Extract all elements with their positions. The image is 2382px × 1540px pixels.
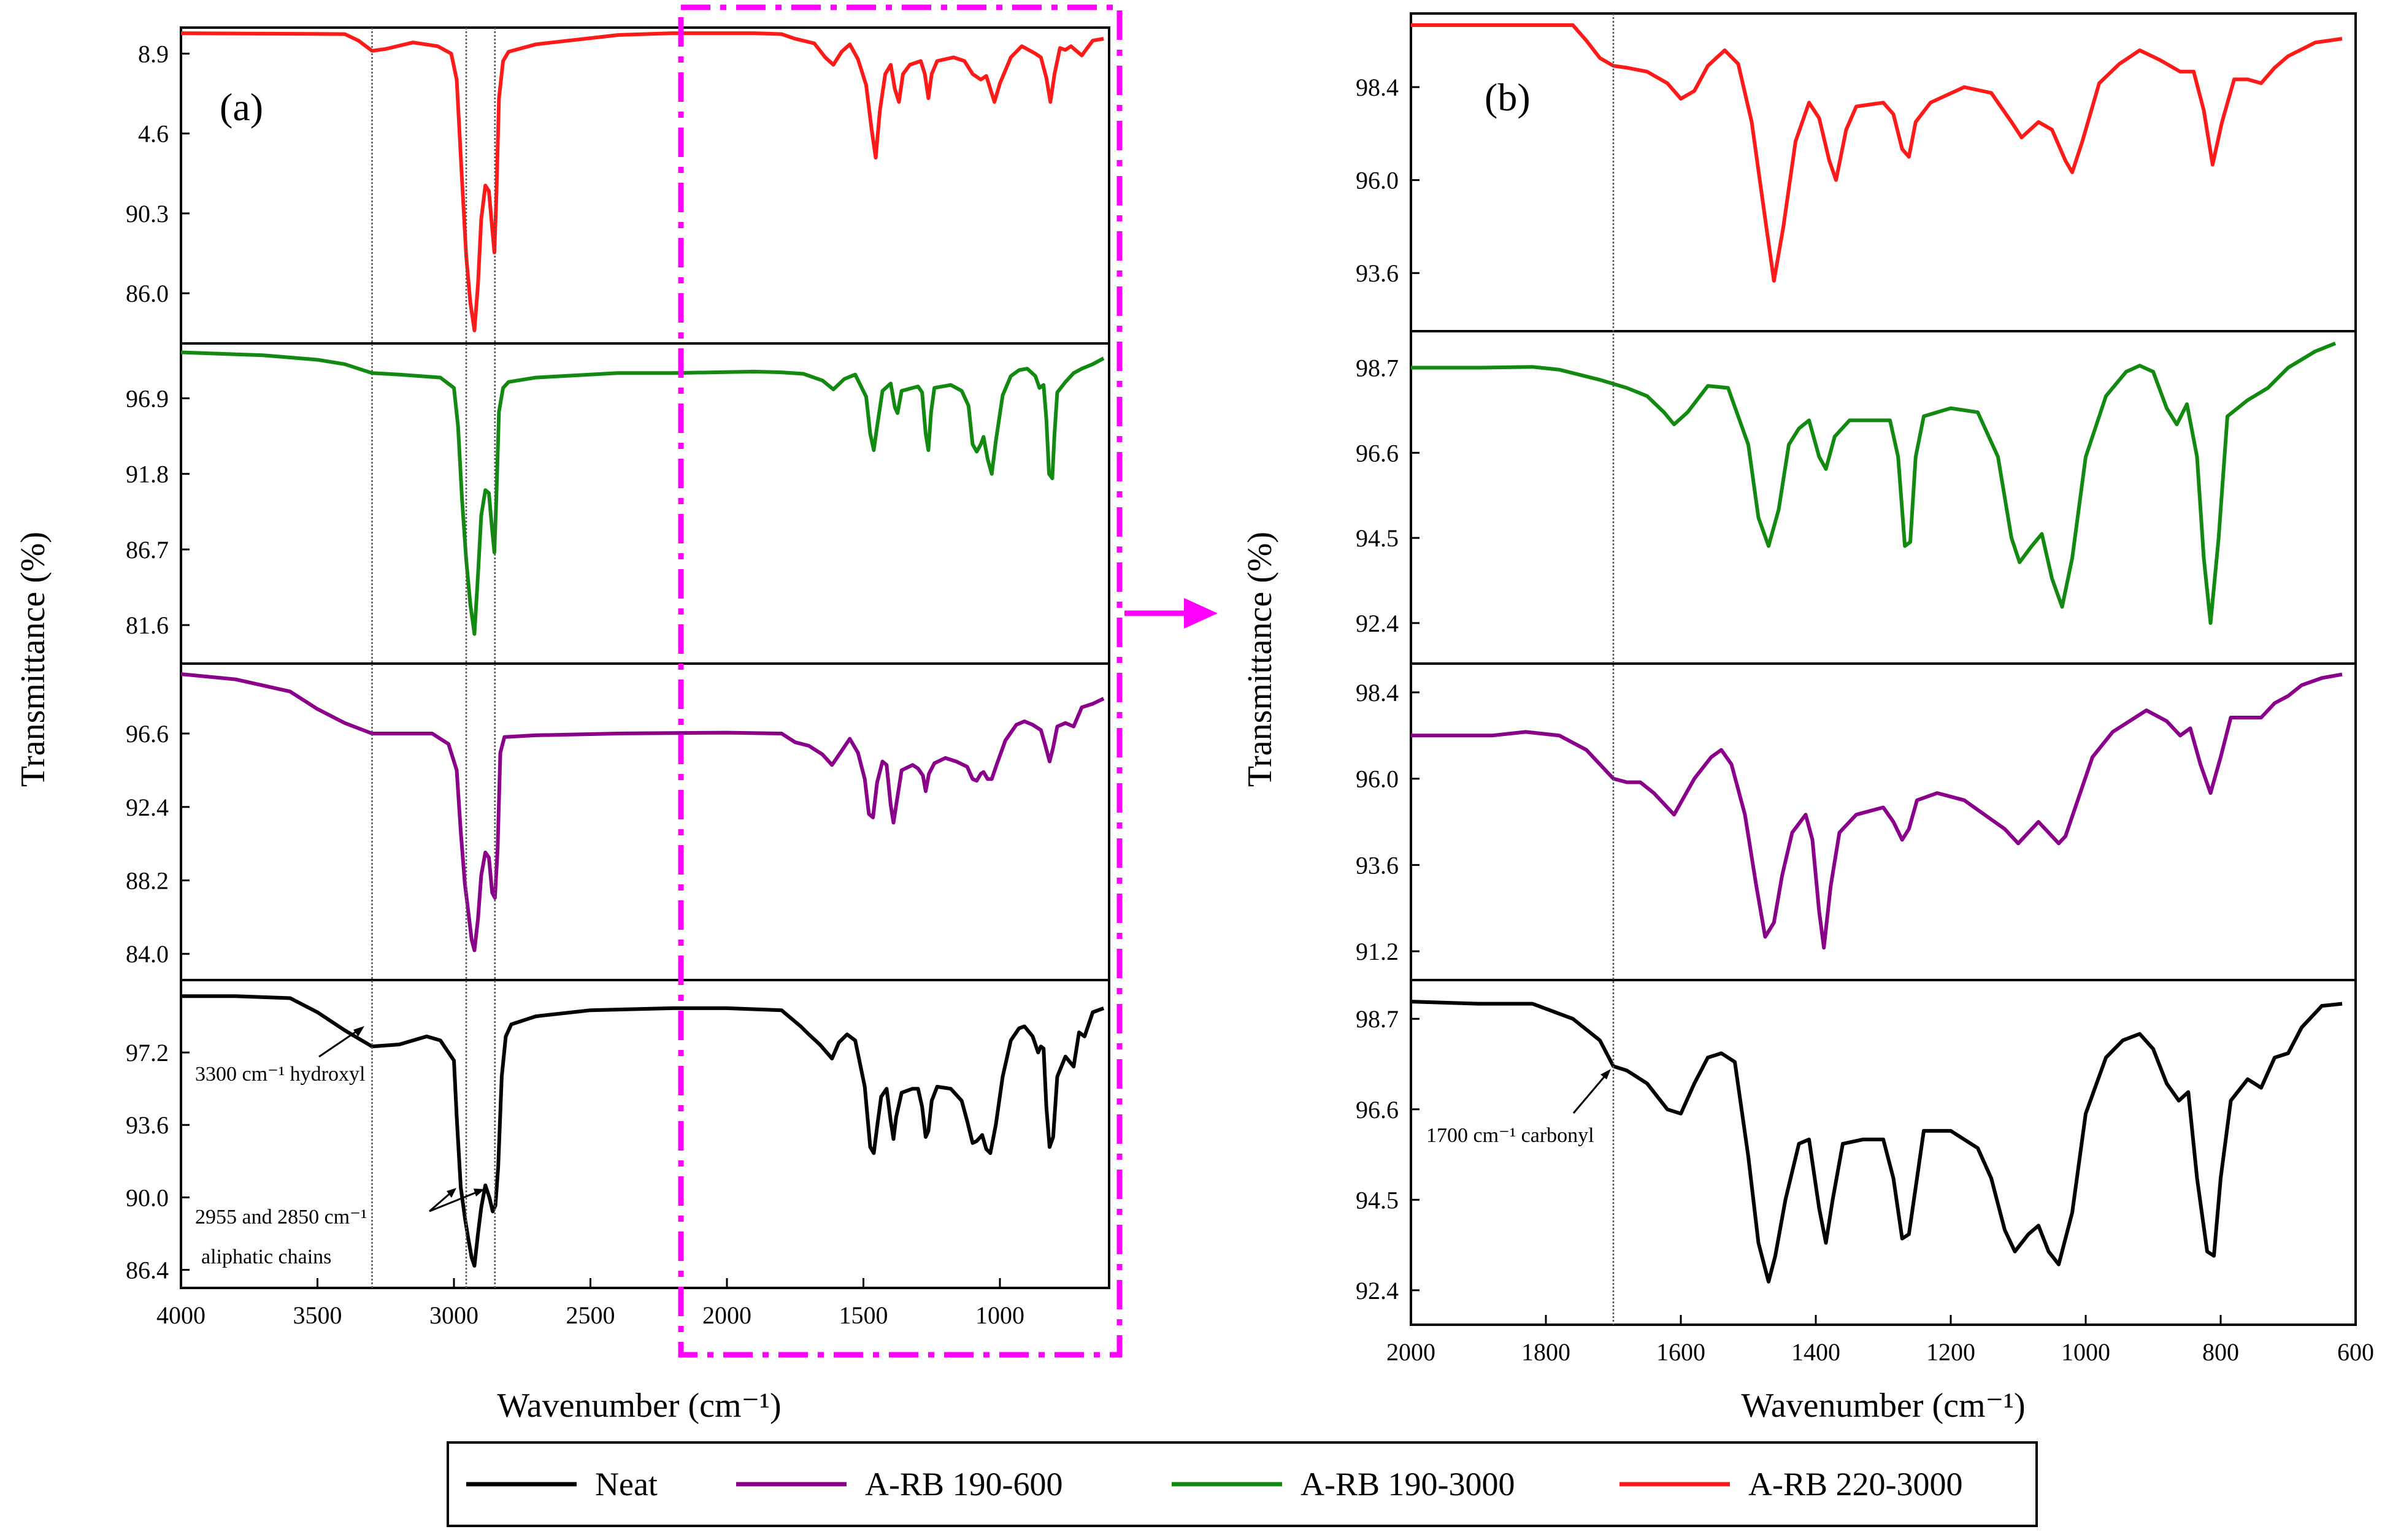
panel-a-ytick-label-0-2: 90.3: [126, 200, 169, 228]
panel-b-ytick-label-0-0: 98.4: [1356, 74, 1399, 101]
carbonyl-annotation: 1700 cm⁻¹ carbonyl: [1426, 1124, 1594, 1147]
panel-b-y-axis-title: Transmittance (%): [1241, 532, 1279, 787]
panel-a-xtick-label-2: 3000: [429, 1301, 478, 1329]
hydroxyl-annotation: 3300 cm⁻¹ hydroxyl: [195, 1063, 365, 1086]
panel-b-ytick-label-1-1: 96.6: [1356, 439, 1399, 467]
panel-a-series-line-neat: [181, 994, 1105, 1268]
aliphatic-arrow-2: [429, 1190, 480, 1212]
aliphatic-arrowhead-1: [447, 1188, 456, 1198]
panel-b-xtick-label-7: 600: [2337, 1338, 2374, 1366]
panel-a-ytick-label-1-0: 96.9: [126, 385, 169, 412]
aliphatic-annotation-line1: 2955 and 2850 cm⁻¹: [195, 1206, 367, 1228]
panel-b-xtick-label-2: 1600: [1656, 1338, 1705, 1366]
panel-a-ytick-label-1-2: 86.7: [126, 536, 169, 564]
panel-a-ytick-label-3-3: 86.4: [126, 1256, 169, 1284]
panel-a-xtick-label-1: 3500: [293, 1301, 342, 1329]
panel-b-ytick-label-3-3: 92.4: [1356, 1277, 1399, 1304]
panel-b-xtick-label-4: 1200: [1926, 1338, 1975, 1366]
panel-b-series-line-neat: [1411, 1000, 2343, 1284]
hydroxyl-arrow: [318, 1027, 361, 1058]
panel-a-subplot-frame-1: [180, 342, 1110, 665]
carbonyl-arrow: [1572, 1073, 1608, 1114]
panel-a-xtick-label-4: 2000: [702, 1301, 751, 1329]
panel-a-y-axis-title: Transmittance (%): [14, 532, 52, 787]
panel-a-ytick-label-3-1: 93.6: [126, 1111, 169, 1139]
panel-a-x-axis-title: Wavenumber (cm⁻¹): [497, 1387, 781, 1425]
panel-a-series-line-a-rb-190-600: [181, 672, 1105, 952]
panel-a-ytick-label-2-3: 84.0: [126, 940, 169, 968]
panel-b-subplot-frame-0: [1410, 12, 2357, 332]
panel-b-subplot-frame-2: [1410, 662, 2357, 981]
panel-b-ytick-label-3-2: 94.5: [1356, 1186, 1399, 1214]
panel-b-ytick-label-0-2: 93.6: [1356, 259, 1399, 287]
panel-a-ytick-label-2-1: 92.4: [126, 794, 169, 821]
aliphatic-arrow-1: [429, 1190, 453, 1212]
panel-a-xtick-label-6: 1000: [975, 1301, 1024, 1329]
legend-label-3: A-RB 220-3000: [1748, 1466, 1963, 1503]
panel-a-xtick-label-3: 2500: [566, 1301, 615, 1329]
legend-label-0: Neat: [595, 1466, 658, 1503]
panel-b-xtick-label-1: 1800: [1521, 1338, 1570, 1366]
panel-a-ytick-label-2-0: 96.6: [126, 720, 169, 748]
panel-a-ytick-label-1-1: 91.8: [126, 461, 169, 488]
panel-b-subplot-frame-1: [1410, 330, 2357, 665]
panel-a-subplot-frame-0: [180, 26, 1110, 345]
panel-a-series-line-a-rb-220-3000: [181, 31, 1104, 332]
panel-b-label: (b): [1485, 75, 1531, 119]
panel-a-ytick-label-0-1: 4.6: [138, 120, 169, 148]
aliphatic-arrowhead-2: [474, 1189, 485, 1197]
aliphatic-annotation-line2: aliphatic chains: [201, 1246, 331, 1268]
legend: Neat A-RB 190-600 A-RB 190-3000 A-RB 220-30…: [466, 1466, 1963, 1503]
panel-b-ytick-label-1-3: 92.4: [1356, 610, 1399, 637]
panel-b-x-axis-title: Wavenumber (cm⁻¹): [1741, 1387, 2025, 1425]
panel-b-ytick-label-0-1: 96.0: [1356, 167, 1399, 194]
panel-a-ytick-label-0-0: 8.9: [138, 40, 169, 67]
legend-label-1: A-RB 190-600: [865, 1466, 1063, 1503]
panel-a-subplot-frame-3: [180, 979, 1110, 1289]
panel-a-ytick-label-2-2: 88.2: [126, 867, 169, 895]
panel-b-xtick-label-3: 1400: [1791, 1338, 1840, 1366]
panel-b-ytick-label-2-2: 93.6: [1356, 851, 1399, 879]
panel-a-ytick-label-1-3: 81.6: [126, 611, 169, 639]
hydroxyl-arrowhead: [353, 1026, 364, 1036]
legend-label-2: A-RB 190-3000: [1300, 1466, 1515, 1503]
panel-b-ytick-label-1-2: 94.5: [1356, 524, 1399, 552]
panel-b-xtick-label-0: 2000: [1386, 1338, 1435, 1366]
panel-b-series-line-a-rb-220-3000: [1411, 23, 2343, 283]
panel-b-ytick-label-2-3: 91.2: [1356, 938, 1399, 965]
panel-a-ytick-label-3-0: 97.2: [126, 1039, 169, 1067]
panel-b-ytick-label-3-1: 96.6: [1356, 1096, 1399, 1124]
zoom-arrow-head: [1184, 598, 1218, 629]
panel-b-ytick-label-3-0: 98.7: [1356, 1005, 1399, 1033]
panel-b-ytick-label-2-1: 96.0: [1356, 765, 1399, 793]
panel-a-label: (a): [220, 85, 263, 129]
panel-b-series-line-a-rb-190-600: [1411, 672, 2343, 950]
panel-b-ytick-label-1-0: 98.7: [1356, 354, 1399, 381]
panel-a: 8.9 4.6 90.3 86.0 96.9 91.8 86.7 81.6 96.6 92.4 88…: [126, 26, 1110, 1329]
carbonyl-arrowhead: [1600, 1069, 1611, 1079]
panel-b: 98.4 96.0 93.6 98.7 96.6 94.5 92.4 98.4 96.0 93.6…: [1356, 12, 2374, 1366]
panel-b-xtick-label-6: 800: [2202, 1338, 2239, 1366]
panel-b-xtick-label-5: 1000: [2061, 1338, 2110, 1366]
highlight-box: [678, 4, 1123, 1358]
panel-a-series-line-a-rb-190-3000: [181, 350, 1105, 636]
panel-a-xtick-label-5: 1500: [839, 1301, 888, 1329]
panel-a-ytick-label-3-2: 90.0: [126, 1184, 169, 1211]
panel-b-series-line-a-rb-190-3000: [1411, 342, 2337, 625]
panel-b-subplot-frame-3: [1410, 979, 2357, 1326]
panel-a-ytick-label-0-3: 86.0: [126, 280, 169, 307]
panel-a-xtick-label-0: 4000: [156, 1301, 206, 1329]
panel-b-ytick-label-2-0: 98.4: [1356, 679, 1399, 707]
